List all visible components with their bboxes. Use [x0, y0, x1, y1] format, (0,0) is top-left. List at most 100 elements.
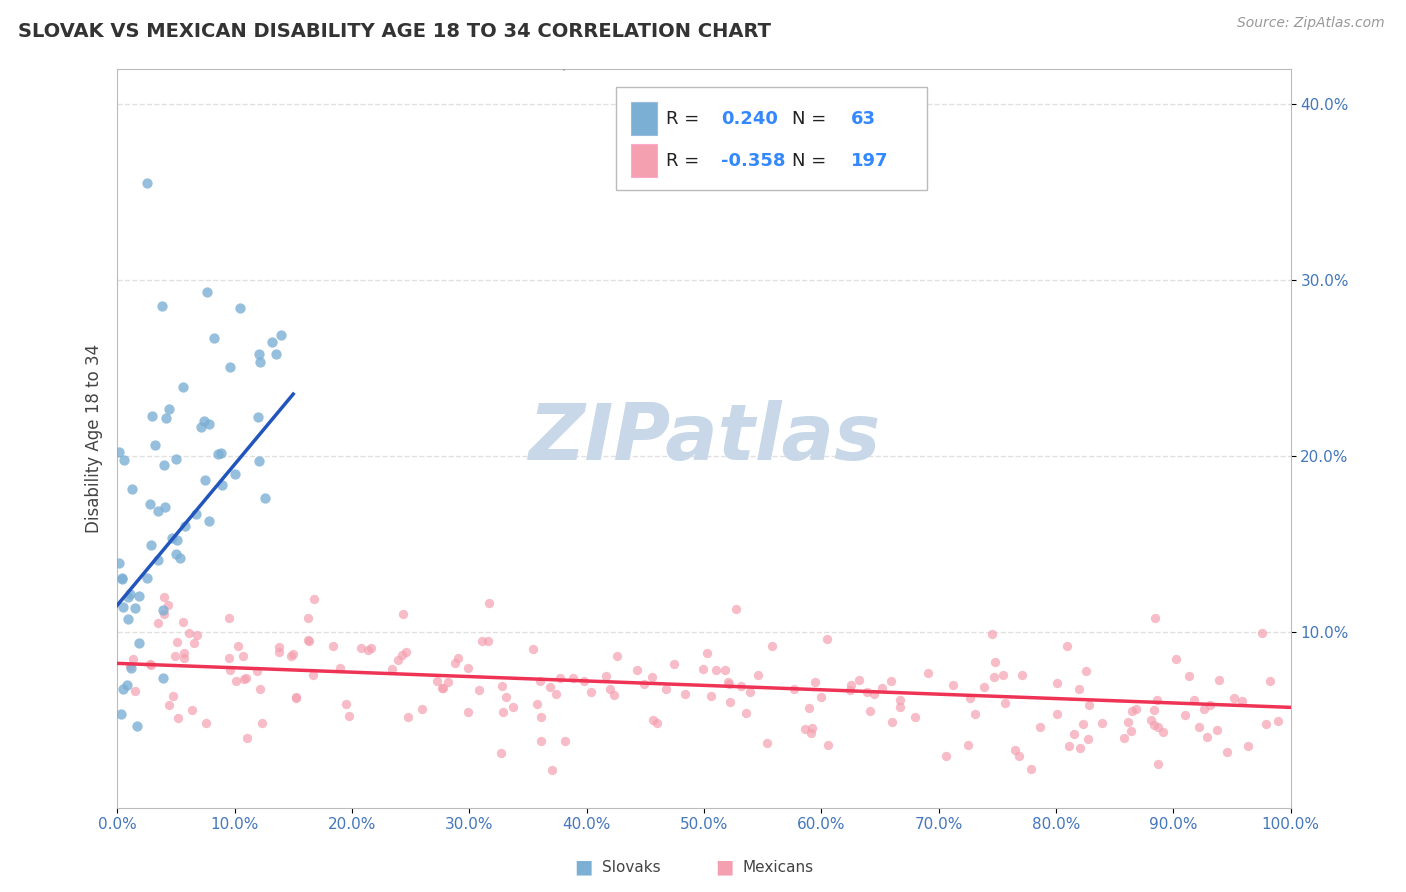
Point: [391, 648, 413, 662]
Point: [783, 681, 806, 696]
Point: [1208, 673, 1230, 688]
Point: [128, 636, 150, 650]
Point: [225, 673, 247, 688]
Point: [1028, 720, 1050, 734]
Point: [120, 661, 142, 675]
Point: [994, 696, 1017, 710]
Point: [904, 710, 927, 724]
Point: [432, 681, 454, 695]
Point: [1237, 739, 1260, 753]
Point: [152, 671, 174, 685]
Text: Source: ZipAtlas.com: Source: ZipAtlas.com: [1237, 16, 1385, 30]
Point: [526, 697, 548, 711]
Point: [599, 682, 621, 697]
Point: [1199, 698, 1222, 712]
Point: [1164, 652, 1187, 666]
Point: [1147, 720, 1170, 734]
Point: [233, 672, 256, 686]
Point: [801, 721, 824, 735]
Point: [107, 556, 129, 570]
Point: [229, 301, 252, 316]
Point: [1116, 715, 1139, 730]
Point: [121, 482, 143, 496]
Point: [247, 453, 270, 467]
Point: [856, 685, 879, 699]
Point: [1174, 708, 1197, 723]
Text: -0.358: -0.358: [721, 152, 786, 169]
Point: [260, 335, 283, 350]
Point: [550, 671, 572, 685]
Point: [329, 661, 352, 675]
Point: [794, 722, 817, 736]
Point: [1205, 723, 1227, 737]
Point: [756, 736, 779, 750]
Point: [810, 690, 832, 704]
Point: [1144, 610, 1167, 624]
Point: [162, 689, 184, 703]
Point: [572, 674, 595, 689]
Point: [1178, 668, 1201, 682]
Point: [112, 682, 135, 697]
Point: [1077, 732, 1099, 747]
Point: [166, 635, 188, 649]
Point: [249, 681, 271, 696]
Point: [1152, 724, 1174, 739]
Point: [1216, 745, 1239, 759]
Point: [183, 636, 205, 650]
Point: [135, 570, 157, 584]
Text: ■: ■: [714, 857, 734, 877]
Point: [704, 663, 727, 677]
Text: SLOVAK VS MEXICAN DISABILITY AGE 18 TO 34 CORRELATION CHART: SLOVAK VS MEXICAN DISABILITY AGE 18 TO 3…: [18, 22, 772, 41]
Point: [207, 447, 229, 461]
Text: 0.240: 0.240: [721, 110, 779, 128]
Point: [360, 641, 382, 656]
Point: [204, 331, 226, 345]
Point: [198, 417, 221, 432]
Text: 63: 63: [851, 110, 876, 128]
Point: [165, 452, 187, 467]
Point: [152, 602, 174, 616]
Point: [603, 688, 626, 702]
Point: [935, 749, 957, 764]
Point: [529, 674, 551, 689]
Point: [540, 763, 562, 777]
Point: [141, 538, 163, 552]
Point: [169, 550, 191, 565]
Point: [157, 402, 180, 417]
Text: 197: 197: [851, 152, 889, 169]
Text: N =: N =: [792, 110, 832, 128]
Point: [150, 299, 173, 313]
Point: [135, 176, 157, 190]
Point: [284, 690, 307, 704]
Point: [124, 600, 146, 615]
Point: [724, 602, 747, 616]
Point: [396, 710, 419, 724]
Point: [1091, 716, 1114, 731]
Point: [350, 640, 373, 655]
Point: [145, 438, 167, 452]
Point: [735, 706, 758, 721]
Point: [302, 668, 325, 682]
Point: [1223, 691, 1246, 706]
Bar: [631, 144, 657, 178]
Point: [173, 651, 195, 665]
Point: [246, 665, 269, 679]
Text: Mexicans: Mexicans: [742, 860, 814, 874]
Bar: [631, 102, 657, 135]
Point: [153, 591, 176, 605]
Point: [554, 733, 576, 747]
Point: [139, 497, 162, 511]
Point: [477, 634, 499, 648]
Point: [172, 615, 194, 629]
Point: [581, 684, 603, 698]
Point: [297, 610, 319, 624]
Point: [391, 607, 413, 621]
Point: [761, 639, 783, 653]
Point: [471, 634, 494, 648]
Point: [111, 571, 134, 585]
Point: [981, 627, 1004, 641]
Point: [562, 671, 585, 685]
Point: [267, 645, 290, 659]
Point: [141, 409, 163, 424]
Point: [127, 719, 149, 733]
